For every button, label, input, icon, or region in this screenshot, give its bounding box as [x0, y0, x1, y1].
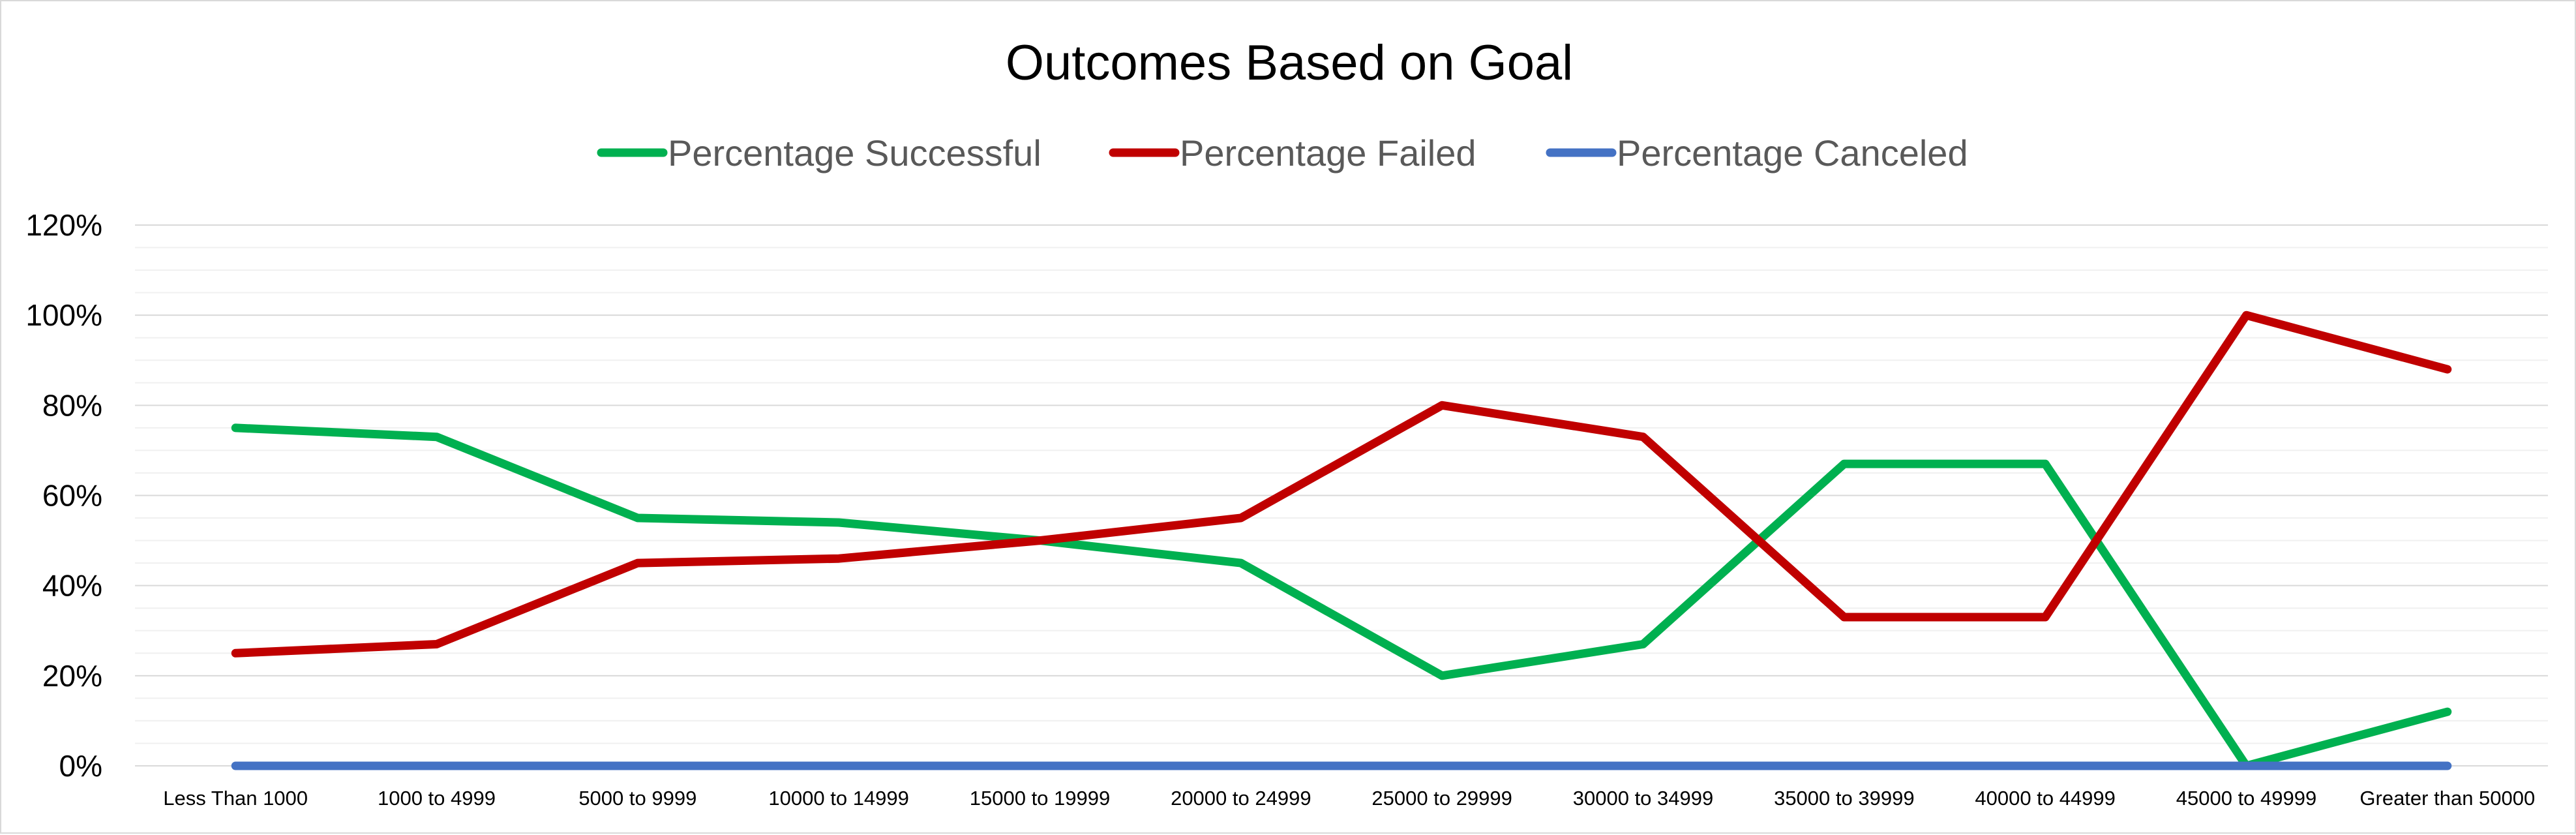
x-tick-label: 15000 to 19999 [970, 787, 1111, 810]
y-axis-ticks: 0% 20% 40% 60% 80% 100% 120% [25, 208, 102, 783]
y-tick-label: 120% [25, 208, 102, 242]
x-tick-label: 35000 to 39999 [1774, 787, 1915, 810]
chart-title: Outcomes Based on Goal [1006, 35, 1573, 91]
series-lines [231, 311, 2452, 770]
legend-label: Percentage Successful [668, 132, 1041, 174]
y-tick-label: 60% [42, 479, 102, 513]
legend: Percentage Successful Percentage Failed Pe… [597, 132, 1968, 174]
x-tick-label: Less Than 1000 [163, 787, 308, 810]
legend-label: Percentage Canceled [1617, 132, 1968, 174]
x-tick-label: 30000 to 34999 [1573, 787, 1714, 810]
series-line-2 [231, 311, 2452, 658]
x-tick-label: Greater than 50000 [2359, 787, 2535, 810]
y-tick-label: 40% [42, 569, 102, 603]
y-tick-label: 100% [25, 298, 102, 332]
x-tick-label: 5000 to 9999 [578, 787, 696, 810]
legend-label: Percentage Failed [1180, 132, 1476, 174]
x-tick-label: 20000 to 24999 [1171, 787, 1311, 810]
x-tick-label: 1000 to 4999 [378, 787, 496, 810]
x-tick-label: 25000 to 29999 [1371, 787, 1512, 810]
y-tick-label: 20% [42, 659, 102, 693]
x-tick-label: 45000 to 49999 [2176, 787, 2317, 810]
y-tick-label: 0% [59, 749, 102, 783]
x-axis-ticks: Less Than 1000 1000 to 4999 5000 to 9999 10… [163, 787, 2535, 810]
x-tick-label: 10000 to 14999 [768, 787, 909, 810]
y-tick-label: 80% [42, 388, 102, 422]
gridlines [135, 224, 2548, 767]
series-line-1 [231, 423, 2452, 770]
x-tick-label: 40000 to 44999 [1975, 787, 2116, 810]
